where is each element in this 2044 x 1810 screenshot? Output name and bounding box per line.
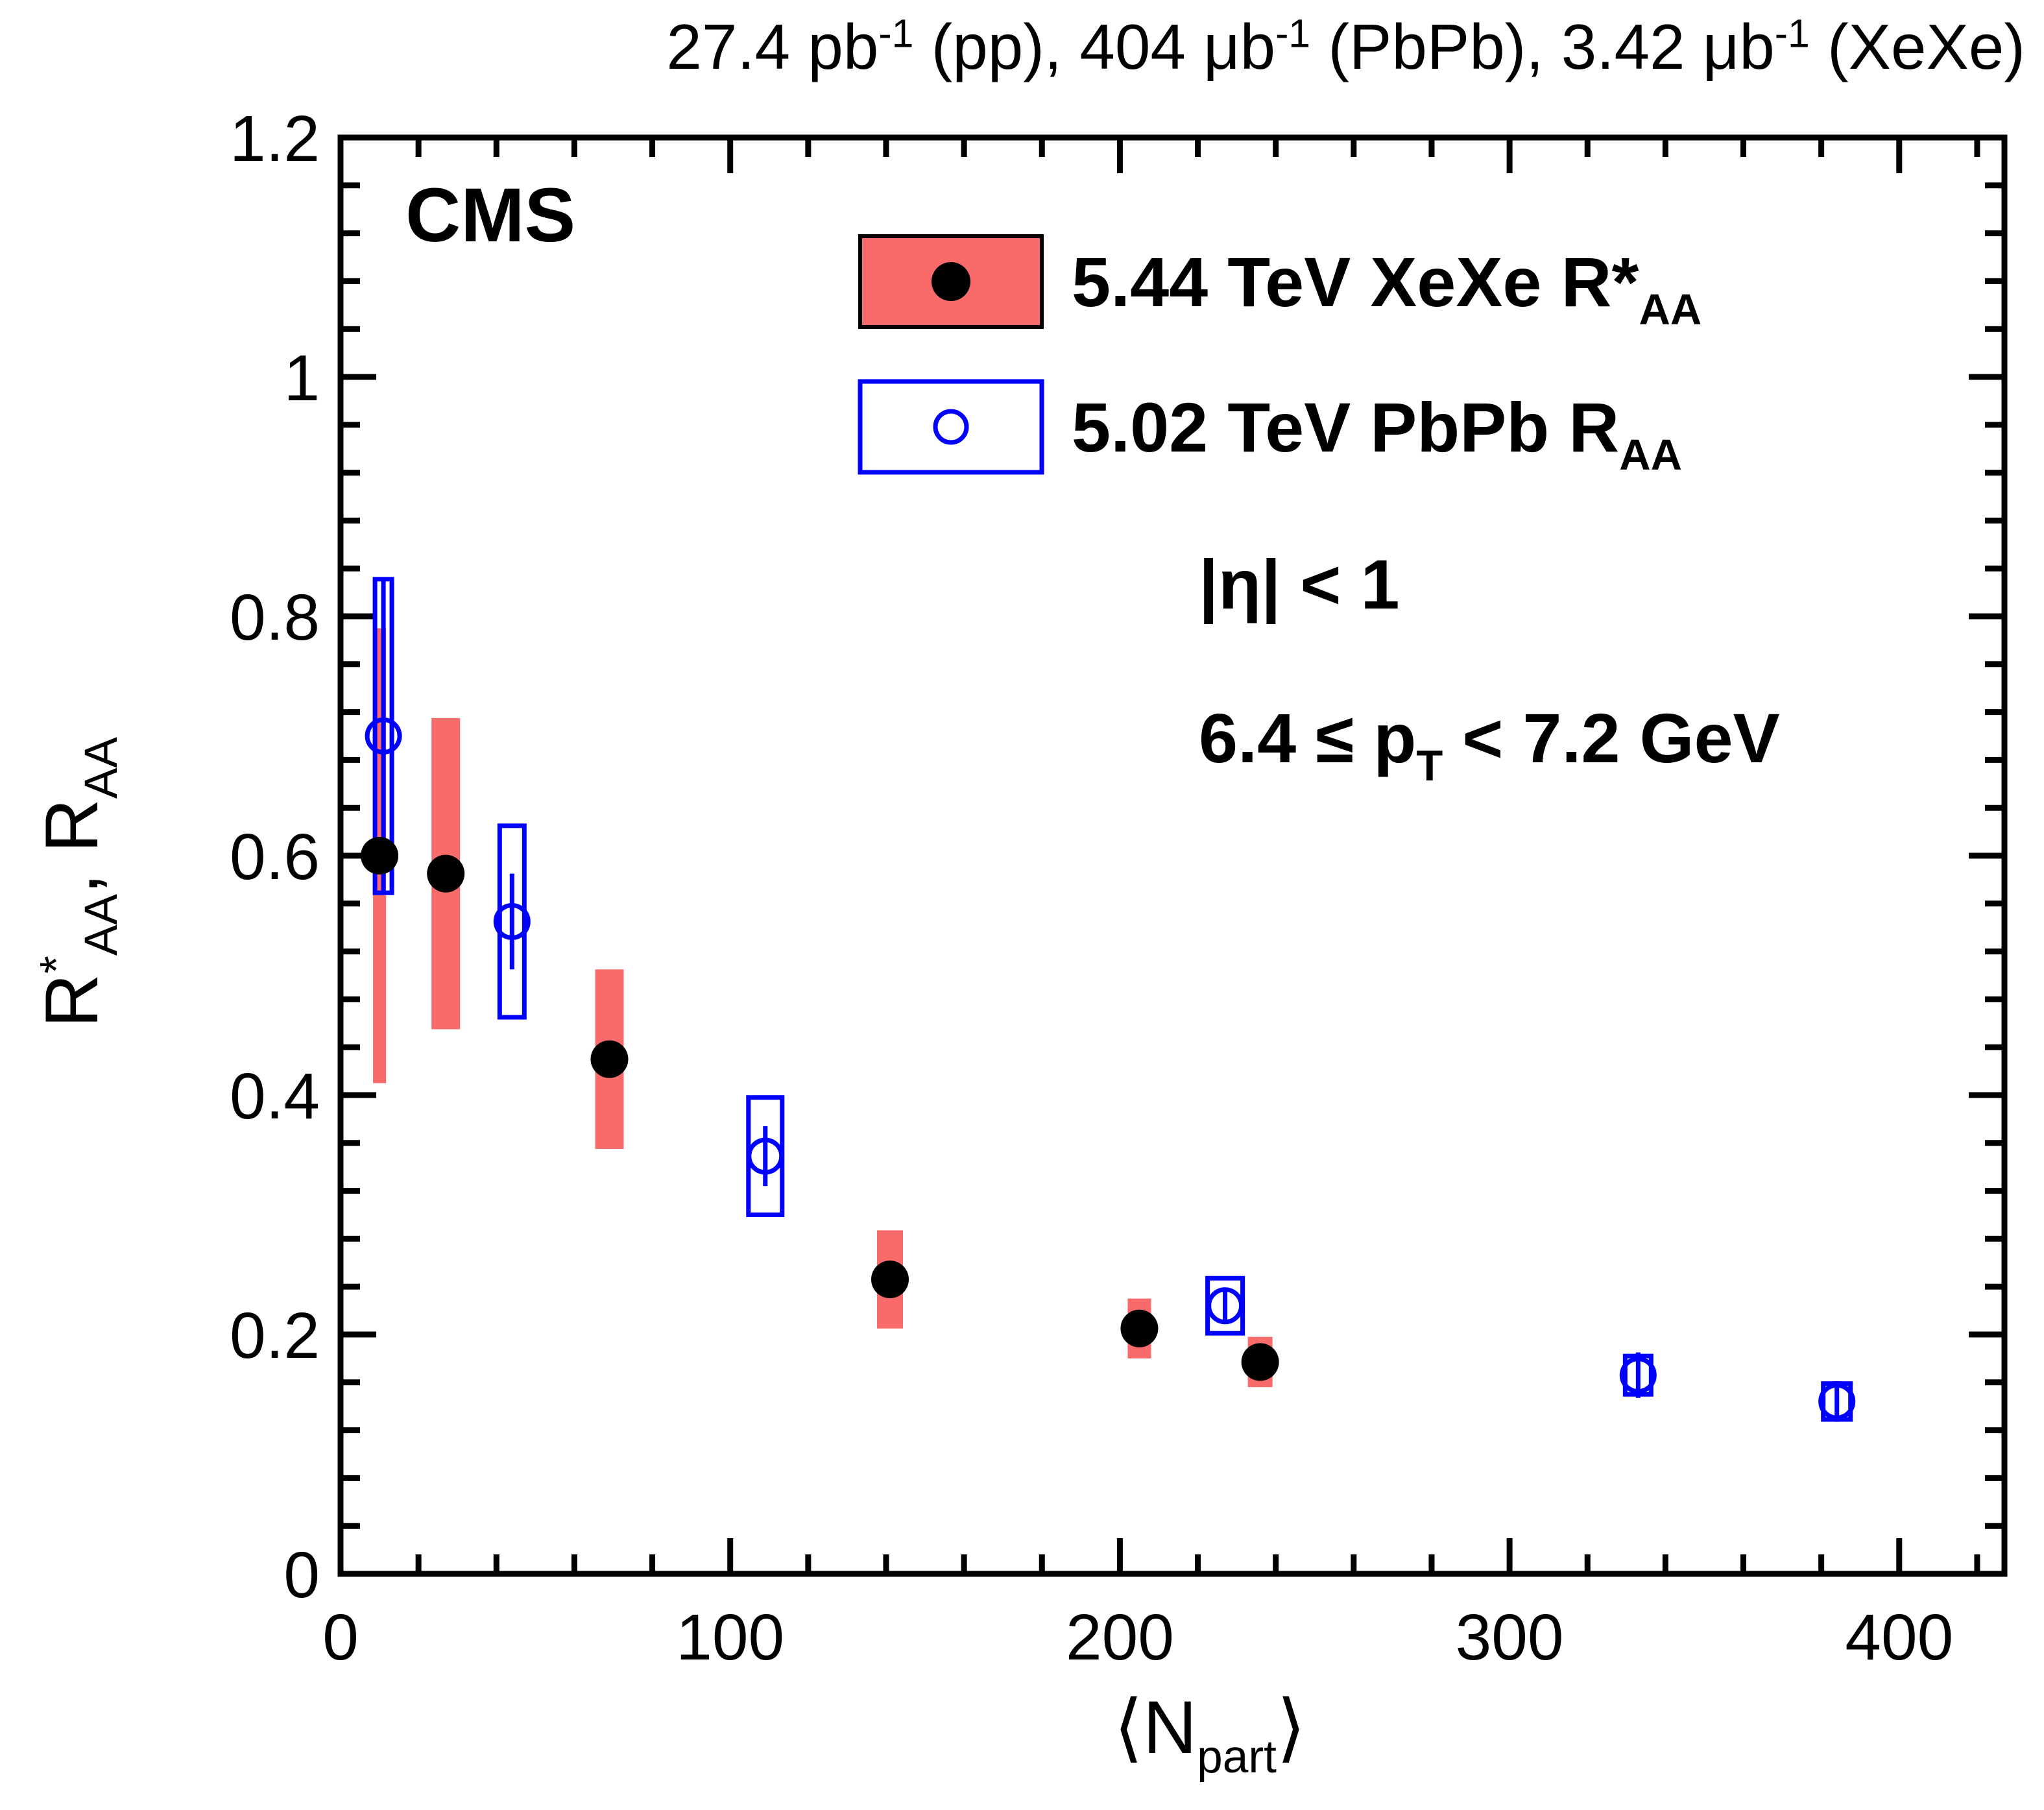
x-tick-label: 0 bbox=[322, 1601, 359, 1674]
eta-range-label: |η| < 1 bbox=[1199, 545, 1400, 625]
y-tick-label: 1.2 bbox=[230, 103, 320, 175]
series-xexe-markers bbox=[361, 837, 1279, 1381]
pbpb-syst-box bbox=[497, 823, 527, 1020]
x-axis-title: ⟨Npart⟩ bbox=[1114, 1686, 1306, 1783]
pbpb-data-point bbox=[493, 902, 531, 940]
pbpb-data-point bbox=[1619, 1357, 1657, 1394]
series-xexe-syst-boxes bbox=[373, 628, 1273, 1388]
pbpb-syst-box bbox=[1622, 1353, 1653, 1397]
legend-xexe-label: 5.44 TeV XeXe R*AA bbox=[1072, 243, 1701, 334]
x-tick-label: 300 bbox=[1456, 1601, 1564, 1674]
pt-range-label: 6.4 ≤ pT < 7.2 GeV bbox=[1199, 699, 1780, 790]
x-tick-label: 100 bbox=[676, 1601, 784, 1674]
xexe-data-point bbox=[871, 1261, 909, 1299]
xexe-data-point bbox=[590, 1040, 629, 1078]
xexe-data-point bbox=[361, 837, 399, 875]
y-axis-title: R*AA, RAA bbox=[30, 737, 127, 1028]
y-tick-label: 0.6 bbox=[230, 821, 320, 893]
pbpb-data-point bbox=[1818, 1382, 1856, 1420]
legend-pbpb-marker-icon bbox=[933, 409, 969, 445]
legend-pbpb-syst-box bbox=[858, 379, 1044, 475]
y-tick-label: 1 bbox=[283, 342, 320, 415]
y-tick-label: 0 bbox=[283, 1539, 320, 1611]
xexe-data-point bbox=[427, 854, 465, 893]
legend bbox=[858, 234, 1044, 475]
pbpb-data-point bbox=[1207, 1287, 1244, 1325]
y-tick-label: 0.4 bbox=[230, 1060, 320, 1133]
xexe-data-point bbox=[1120, 1309, 1159, 1347]
luminosity-title: 27.4 pb-1 (pp), 404 μb-1 (PbPb), 3.42 μb… bbox=[666, 11, 2025, 82]
pbpb-syst-box bbox=[372, 577, 394, 895]
series-pbpb-markers bbox=[365, 718, 1856, 1420]
y-tick-label: 0.2 bbox=[230, 1299, 320, 1372]
x-tick-label: 400 bbox=[1845, 1601, 1953, 1674]
pbpb-data-point bbox=[365, 718, 402, 754]
plot-frame bbox=[337, 134, 2008, 1577]
pbpb-data-point bbox=[747, 1137, 784, 1175]
y-tick-label: 0.8 bbox=[230, 581, 320, 654]
x-tick-label: 200 bbox=[1066, 1601, 1174, 1674]
legend-pbpb-label: 5.02 TeV PbPb RAA bbox=[1072, 388, 1682, 479]
cms-label: CMS bbox=[405, 173, 575, 258]
axis-ticks bbox=[337, 134, 2004, 1577]
xexe-data-point bbox=[1241, 1343, 1279, 1381]
legend-xexe-marker-icon bbox=[932, 262, 970, 301]
